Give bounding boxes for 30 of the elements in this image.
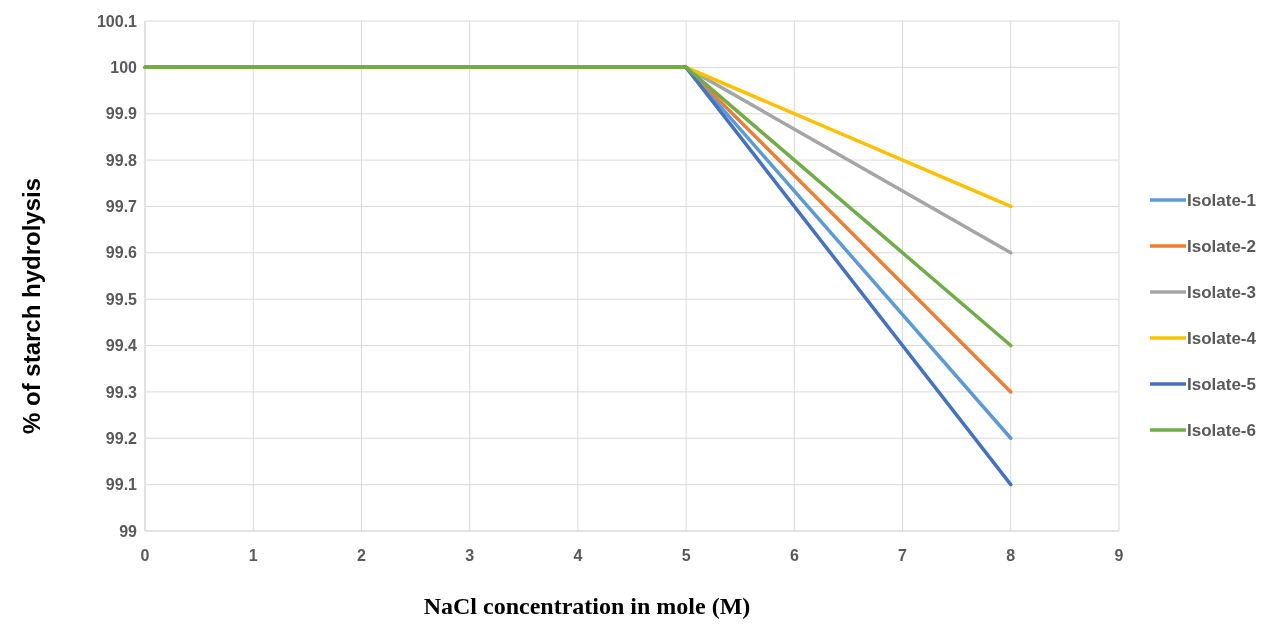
x-tick-label: 6 (789, 547, 799, 564)
x-tick-label: 5 (681, 547, 691, 564)
x-tick-label: 0 (140, 547, 150, 564)
y-tick-label: 99.4 (105, 337, 138, 355)
y-tick-label: 100 (110, 58, 138, 76)
legend-label: Isolate-3 (1187, 282, 1256, 302)
x-tick-label: 8 (1006, 547, 1016, 564)
x-tick-label: 3 (465, 547, 475, 564)
legend-label: Isolate-2 (1187, 236, 1256, 256)
x-tick-label: 7 (898, 547, 908, 564)
legend-label: Isolate-1 (1187, 190, 1256, 210)
y-tick-label: 99.2 (105, 429, 138, 447)
y-tick-label: 99.8 (105, 151, 138, 169)
y-axis-title: % of starch hydrolysis (18, 177, 45, 435)
y-tick-label: 99.7 (105, 198, 138, 216)
y-tick-label: 99 (119, 522, 138, 540)
y-tick-label: 99.9 (105, 105, 138, 123)
legend-label: Isolate-4 (1187, 328, 1257, 348)
y-tick-label: 99.3 (105, 383, 138, 401)
x-tick-label: 2 (356, 547, 366, 564)
y-tick-label: 100.1 (96, 12, 138, 30)
x-tick-label: 4 (573, 547, 583, 564)
x-tick-label: 1 (248, 547, 258, 564)
legend-label: Isolate-6 (1187, 420, 1256, 440)
x-axis-title: NaCl concentration in mole (M) (423, 593, 751, 619)
y-tick-label: 99.5 (105, 290, 138, 308)
y-tick-label: 99.6 (105, 244, 138, 262)
x-tick-label: 9 (1114, 547, 1124, 564)
y-tick-label: 99.1 (105, 476, 138, 494)
legend-label: Isolate-5 (1187, 374, 1256, 394)
